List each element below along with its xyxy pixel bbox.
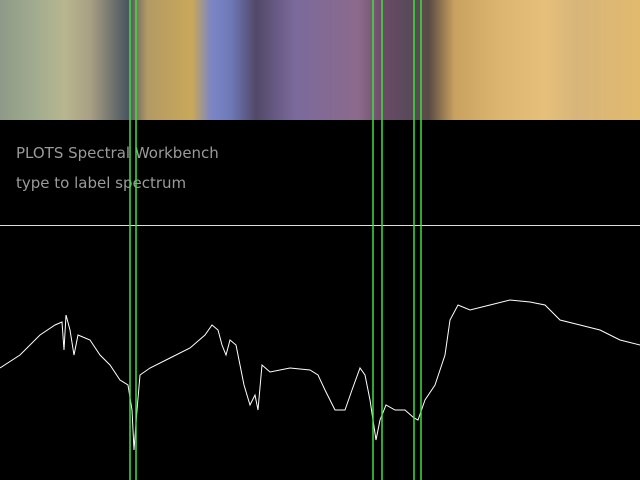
divider xyxy=(0,225,640,226)
markers xyxy=(129,0,422,480)
app-title: PLOTS Spectral Workbench xyxy=(16,144,219,162)
spectrum-image xyxy=(0,0,640,120)
label-input[interactable]: type to label spectrum xyxy=(16,174,187,192)
spectrum-line xyxy=(0,299,640,451)
